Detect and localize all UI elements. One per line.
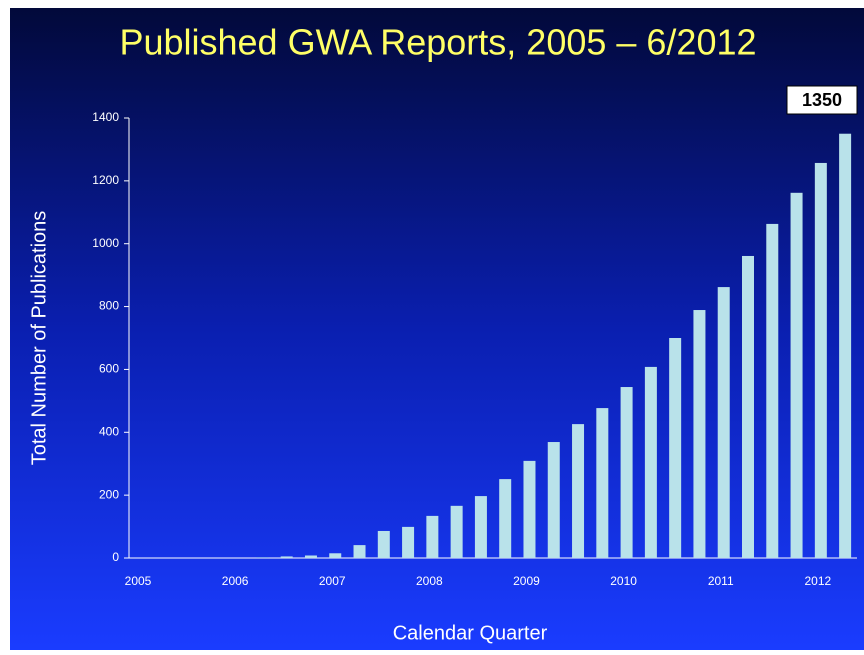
chart-title: Published GWA Reports, 2005 – 6/2012 bbox=[119, 22, 756, 63]
y-tick-label: 1200 bbox=[92, 173, 119, 187]
annotation-box bbox=[786, 85, 858, 115]
x-tick-label: 2007 bbox=[319, 574, 346, 588]
bar bbox=[523, 460, 536, 558]
bar bbox=[329, 553, 342, 558]
bar bbox=[280, 556, 293, 558]
bar bbox=[256, 557, 269, 558]
x-tick-label: 2010 bbox=[610, 574, 637, 588]
bar bbox=[426, 515, 439, 558]
x-tick-label: 2009 bbox=[513, 574, 540, 588]
bar bbox=[450, 505, 463, 558]
bar bbox=[790, 192, 803, 559]
x-tick-label: 2011 bbox=[708, 574, 734, 588]
bar bbox=[474, 496, 487, 558]
bar bbox=[669, 338, 682, 558]
x-tick-label: 2005 bbox=[125, 574, 152, 588]
bar bbox=[839, 133, 852, 558]
bar bbox=[402, 526, 415, 558]
bar bbox=[644, 366, 657, 558]
bar bbox=[547, 442, 560, 558]
y-tick-label: 200 bbox=[99, 487, 119, 501]
bar bbox=[766, 223, 779, 558]
bar bbox=[620, 387, 633, 558]
y-tick-label: 1400 bbox=[92, 110, 119, 124]
bar bbox=[693, 310, 706, 558]
y-tick-label: 400 bbox=[99, 424, 119, 438]
y-tick-label: 600 bbox=[99, 362, 119, 376]
x-tick-label: 2008 bbox=[416, 574, 443, 588]
y-axis-label: Total Number of Publications bbox=[28, 211, 50, 466]
annotation: 1350 bbox=[802, 90, 842, 110]
x-axis-label: Calendar Quarter bbox=[393, 622, 548, 644]
bar bbox=[717, 287, 730, 558]
y-tick-label: 1000 bbox=[92, 236, 119, 250]
bar bbox=[596, 408, 609, 558]
bar bbox=[377, 530, 390, 558]
bar bbox=[742, 255, 754, 558]
bar bbox=[572, 424, 585, 558]
bar bbox=[499, 479, 512, 558]
y-tick-label: 0 bbox=[112, 550, 119, 564]
bar bbox=[353, 545, 366, 558]
bar bbox=[814, 162, 827, 558]
y-tick-label: 800 bbox=[99, 299, 119, 313]
bar bbox=[304, 555, 317, 558]
x-tick-label: 2012 bbox=[804, 574, 831, 588]
x-tick-label: 2006 bbox=[222, 574, 249, 588]
